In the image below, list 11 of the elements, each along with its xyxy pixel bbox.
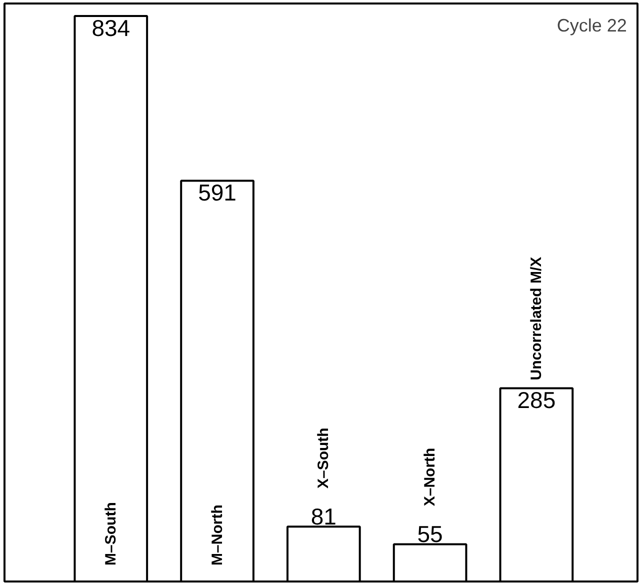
x-tick-label: X–South	[315, 428, 332, 489]
data-label: 591	[198, 180, 236, 206]
x-tick-label: Uncorrelated M/X	[528, 256, 545, 380]
annotation: Cycle 22	[556, 16, 627, 36]
data-label: 285	[517, 387, 556, 414]
data-label: 81	[310, 504, 336, 530]
x-tick-label: M–South	[102, 502, 120, 566]
x-tick-label: X–North	[422, 448, 439, 506]
x-tick-label: M–North	[208, 504, 226, 566]
data-label: 834	[92, 14, 130, 41]
data-label: 55	[417, 521, 443, 548]
